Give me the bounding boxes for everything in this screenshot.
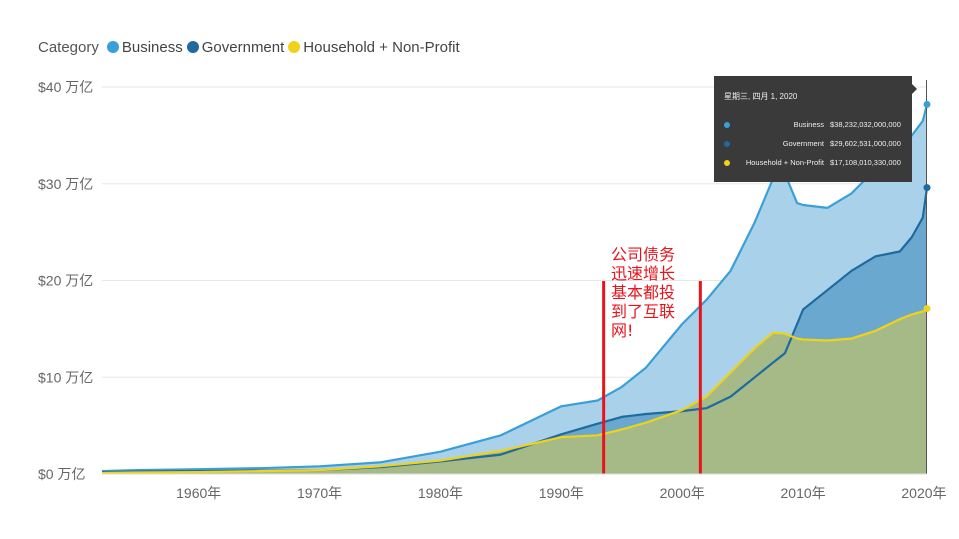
x-tick-label: 2000年 [660, 485, 705, 501]
point-household-non-profit [923, 305, 931, 313]
legend-title: Category [38, 38, 99, 56]
tooltip-caret-icon [912, 84, 917, 94]
tooltip-row-government: Government $29,602,531,000,000 [724, 134, 906, 153]
y-tick-label: $0 万亿 [38, 466, 85, 482]
legend-item-business[interactable]: Business [106, 38, 183, 56]
point-government [923, 184, 931, 192]
tooltip-dot-business-icon [724, 121, 730, 128]
legend-dot-government-icon [186, 41, 199, 53]
tooltip-value-household: $17,108,010,330,000 [830, 158, 901, 167]
tooltip-value-government: $29,602,531,000,000 [830, 139, 901, 148]
y-tick-label: $10 万亿 [38, 369, 93, 385]
x-tick-label: 1960年 [176, 485, 221, 501]
x-tick-label: 1970年 [297, 485, 342, 501]
area-household-non-profit [102, 308, 927, 474]
legend-item-household[interactable]: Household + Non-Profit [288, 38, 460, 56]
tooltip-date: 星期三, 四月 1, 2020 [724, 92, 798, 101]
x-tick-label: 2020年 [901, 485, 946, 501]
tooltip-name-business: Business [793, 120, 824, 129]
legend-label-household: Household + Non-Profit [303, 38, 460, 56]
legend-dot-business-icon [106, 41, 119, 53]
tooltip-name-government: Government [782, 139, 824, 148]
tooltip-row-business: Business $38,232,032,000,000 [724, 115, 906, 134]
tooltip-row-household: Household + Non-Profit $17,108,010,330,0… [724, 153, 906, 172]
tooltip-value-business: $38,232,032,000,000 [830, 120, 901, 129]
tooltip-dot-government-icon [724, 140, 730, 147]
y-tick-label: $40 万亿 [38, 79, 93, 95]
tooltip: 星期三, 四月 1, 2020 Business $38,232,032,000… [714, 76, 912, 182]
x-tick-label: 1990年 [539, 485, 584, 501]
legend-item-government[interactable]: Government [186, 38, 285, 56]
x-tick-label: 1980年 [418, 485, 463, 501]
x-tick-label: 2010年 [781, 485, 826, 501]
tooltip-dot-household-icon [724, 159, 730, 166]
point-business [923, 100, 931, 108]
annotation-text: 公司债务 迅速增长 基本都投 到了互联 网! [611, 245, 676, 340]
line-household-non-profit [101, 307, 928, 475]
y-tick-label: $20 万亿 [38, 273, 93, 289]
legend-label-government: Government [201, 38, 285, 56]
legend-label-business: Business [121, 38, 183, 56]
legend-dot-household-icon [288, 41, 301, 53]
y-tick-label: $30 万亿 [38, 176, 93, 192]
tooltip-name-household: Household + Non-Profit [745, 158, 824, 167]
legend: Category Business Government Household +… [38, 36, 464, 58]
